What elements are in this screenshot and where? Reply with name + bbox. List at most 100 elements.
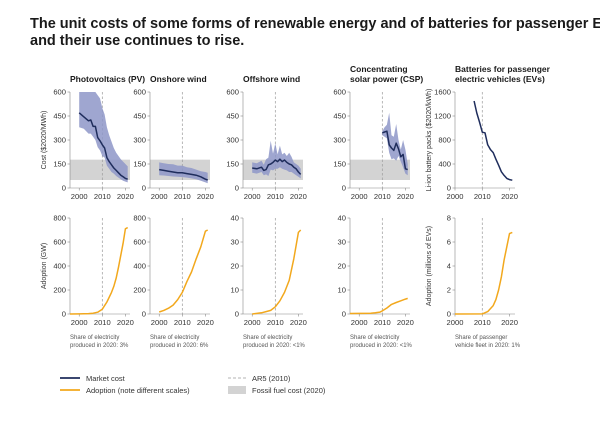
xtick-label-wind-cost-2: 2020 xyxy=(197,192,214,201)
panel-csp-adoption: 0 10 20 30 40 2000 2010 2020 Share of electricit… xyxy=(338,214,414,349)
ytick-label-csp-adoption-2: 20 xyxy=(338,262,346,271)
ytick-label-ev-adoption-3: 6 xyxy=(447,238,451,247)
xtick-label-csp-cost-1: 2010 xyxy=(374,192,391,201)
share-note-wind-adoption-0: Share of electricity xyxy=(150,335,199,341)
ytick-label-ev-cost-4: 1600 xyxy=(434,88,451,97)
ytick-label-wind-cost-1: 150 xyxy=(133,160,146,169)
ytick-label-csp-cost-3: 450 xyxy=(333,112,346,121)
ytick-label-ev-adoption-0: 0 xyxy=(447,310,451,319)
ytick-label-ev-adoption-4: 8 xyxy=(447,214,451,223)
panel-title-ev-cost-0: Batteries for passenger xyxy=(455,64,551,74)
xtick-label-offshore-cost-0: 2000 xyxy=(244,192,261,201)
ytick-label-csp-adoption-3: 30 xyxy=(338,238,346,247)
share-note-wind-adoption-1: produced in 2020: 6% xyxy=(150,343,209,349)
ytick-label-csp-adoption-0: 0 xyxy=(342,310,346,319)
legend-ar5-label: AR5 (2010) xyxy=(252,374,291,383)
ytick-label-pv-cost-0: 0 xyxy=(62,184,66,193)
xtick-label-wind-cost-0: 2000 xyxy=(151,192,168,201)
ytick-label-offshore-adoption-2: 20 xyxy=(231,262,239,271)
ytick-label-ev-cost-1: 400 xyxy=(438,160,451,169)
ytick-label-offshore-adoption-0: 0 xyxy=(235,310,239,319)
legend-market-cost-label: Market cost xyxy=(86,374,126,383)
share-note-ev-adoption-0: Share of passenger xyxy=(455,335,507,341)
ytick-label-wind-adoption-2: 400 xyxy=(133,262,146,271)
ylabel-pv-adoption: Adoption (GW) xyxy=(41,243,48,289)
xtick-label-ev-adoption-1: 2010 xyxy=(474,318,491,327)
ytick-label-pv-cost-2: 300 xyxy=(53,136,66,145)
ytick-label-wind-adoption-4: 800 xyxy=(133,214,146,223)
adoption-line-offshore-adoption xyxy=(252,229,302,315)
share-note-offshore-adoption-1: produced in 2020: <1% xyxy=(243,343,306,349)
panel-pv-adoption: Adoption (GW) 0 200 400 600 800 2000 2010 2020 Sh… xyxy=(41,214,134,349)
ytick-label-ev-adoption-2: 4 xyxy=(447,262,451,271)
panel-title-csp-cost-0: Concentrating xyxy=(350,64,408,74)
xtick-label-ev-cost-2: 2020 xyxy=(501,192,518,201)
ytick-label-csp-cost-0: 0 xyxy=(342,184,346,193)
panel-ev-adoption: Adoption (millions of EVs) 0 2 4 6 8 2000 2010 2… xyxy=(426,214,521,349)
xtick-label-ev-adoption-2: 2020 xyxy=(501,318,518,327)
xtick-label-pv-adoption-1: 2010 xyxy=(94,318,111,327)
ytick-label-offshore-adoption-4: 40 xyxy=(231,214,239,223)
ytick-label-pv-adoption-0: 0 xyxy=(62,310,66,319)
xtick-label-offshore-cost-2: 2020 xyxy=(290,192,307,201)
cost-line-pv-cost xyxy=(78,112,128,180)
panel-wind-cost: Onshore wind 0 150 300 450 600 2000 2010 2020 xyxy=(133,74,214,201)
legend-fossil-label: Fossil fuel cost (2020) xyxy=(252,386,326,395)
ytick-label-ev-adoption-1: 2 xyxy=(447,286,451,295)
xtick-label-pv-adoption-0: 2000 xyxy=(71,318,88,327)
cost-line-wind-cost xyxy=(159,168,208,181)
ytick-label-wind-cost-3: 450 xyxy=(133,112,146,121)
legend: Market cost Adoption (note different sca… xyxy=(60,374,326,395)
xtick-label-pv-cost-1: 2010 xyxy=(94,192,111,201)
ytick-label-offshore-adoption-1: 10 xyxy=(231,286,239,295)
panel-title-pv-cost-0: Photovoltaics (PV) xyxy=(70,74,145,84)
adoption-line-pv-adoption xyxy=(69,226,129,315)
ytick-label-csp-cost-4: 600 xyxy=(333,88,346,97)
panel-title-offshore-cost-0: Offshore wind xyxy=(243,74,300,84)
ytick-label-wind-adoption-0: 0 xyxy=(142,310,146,319)
uncertainty-band-offshore-cost xyxy=(252,140,301,179)
legend-adoption-label: Adoption (note different scales) xyxy=(86,386,190,395)
xtick-label-offshore-adoption-1: 2010 xyxy=(267,318,284,327)
ytick-label-offshore-cost-4: 600 xyxy=(226,88,239,97)
share-note-ev-adoption-1: vehicle fleet in 2020: 1% xyxy=(455,343,521,349)
ytick-label-wind-adoption-3: 600 xyxy=(133,238,146,247)
xtick-label-ev-cost-1: 2010 xyxy=(474,192,491,201)
ytick-label-wind-cost-4: 600 xyxy=(133,88,146,97)
ytick-label-pv-cost-4: 600 xyxy=(53,88,66,97)
uncertainty-band-pv-cost xyxy=(79,92,128,183)
xtick-label-wind-adoption-0: 2000 xyxy=(151,318,168,327)
ytick-label-pv-adoption-2: 400 xyxy=(53,262,66,271)
xtick-label-offshore-cost-1: 2010 xyxy=(267,192,284,201)
ytick-label-wind-adoption-1: 200 xyxy=(133,286,146,295)
ytick-label-offshore-adoption-3: 30 xyxy=(231,238,239,247)
share-note-offshore-adoption-0: Share of electricity xyxy=(243,335,292,341)
xtick-label-pv-adoption-2: 2020 xyxy=(117,318,134,327)
ylabel-pv-cost: Cost ($2020/MWh) xyxy=(41,111,48,170)
panel-offshore-adoption: 0 10 20 30 40 2000 2010 2020 Share of electricit… xyxy=(231,214,307,349)
ytick-label-csp-cost-2: 300 xyxy=(333,136,346,145)
ytick-label-offshore-cost-2: 300 xyxy=(226,136,239,145)
ytick-label-offshore-cost-0: 0 xyxy=(235,184,239,193)
xtick-label-csp-cost-0: 2000 xyxy=(351,192,368,201)
panel-title-csp-cost-1: solar power (CSP) xyxy=(350,74,423,84)
adoption-line-wind-adoption xyxy=(158,229,209,313)
adoption-line-csp-adoption xyxy=(349,297,408,315)
ytick-label-csp-cost-1: 150 xyxy=(333,160,346,169)
ytick-label-offshore-cost-3: 450 xyxy=(226,112,239,121)
ytick-label-pv-cost-1: 150 xyxy=(53,160,66,169)
ytick-label-wind-cost-0: 0 xyxy=(142,184,146,193)
cost-line-offshore-cost xyxy=(252,158,302,175)
ytick-label-csp-adoption-1: 10 xyxy=(338,286,346,295)
xtick-label-csp-cost-2: 2020 xyxy=(397,192,414,201)
panel-pv-cost: Photovoltaics (PV) Cost ($2020/MWh) 0 150 30… xyxy=(41,74,145,201)
share-note-pv-adoption-0: Share of electricity xyxy=(70,335,119,341)
ytick-label-pv-adoption-3: 600 xyxy=(53,238,66,247)
panel-title-ev-cost-1: electric vehicles (EVs) xyxy=(455,74,545,84)
share-note-pv-adoption-1: produced in 2020: 3% xyxy=(70,343,129,349)
ytick-label-ev-cost-2: 800 xyxy=(438,136,451,145)
ytick-label-pv-cost-3: 450 xyxy=(53,112,66,121)
xtick-label-csp-adoption-0: 2000 xyxy=(351,318,368,327)
